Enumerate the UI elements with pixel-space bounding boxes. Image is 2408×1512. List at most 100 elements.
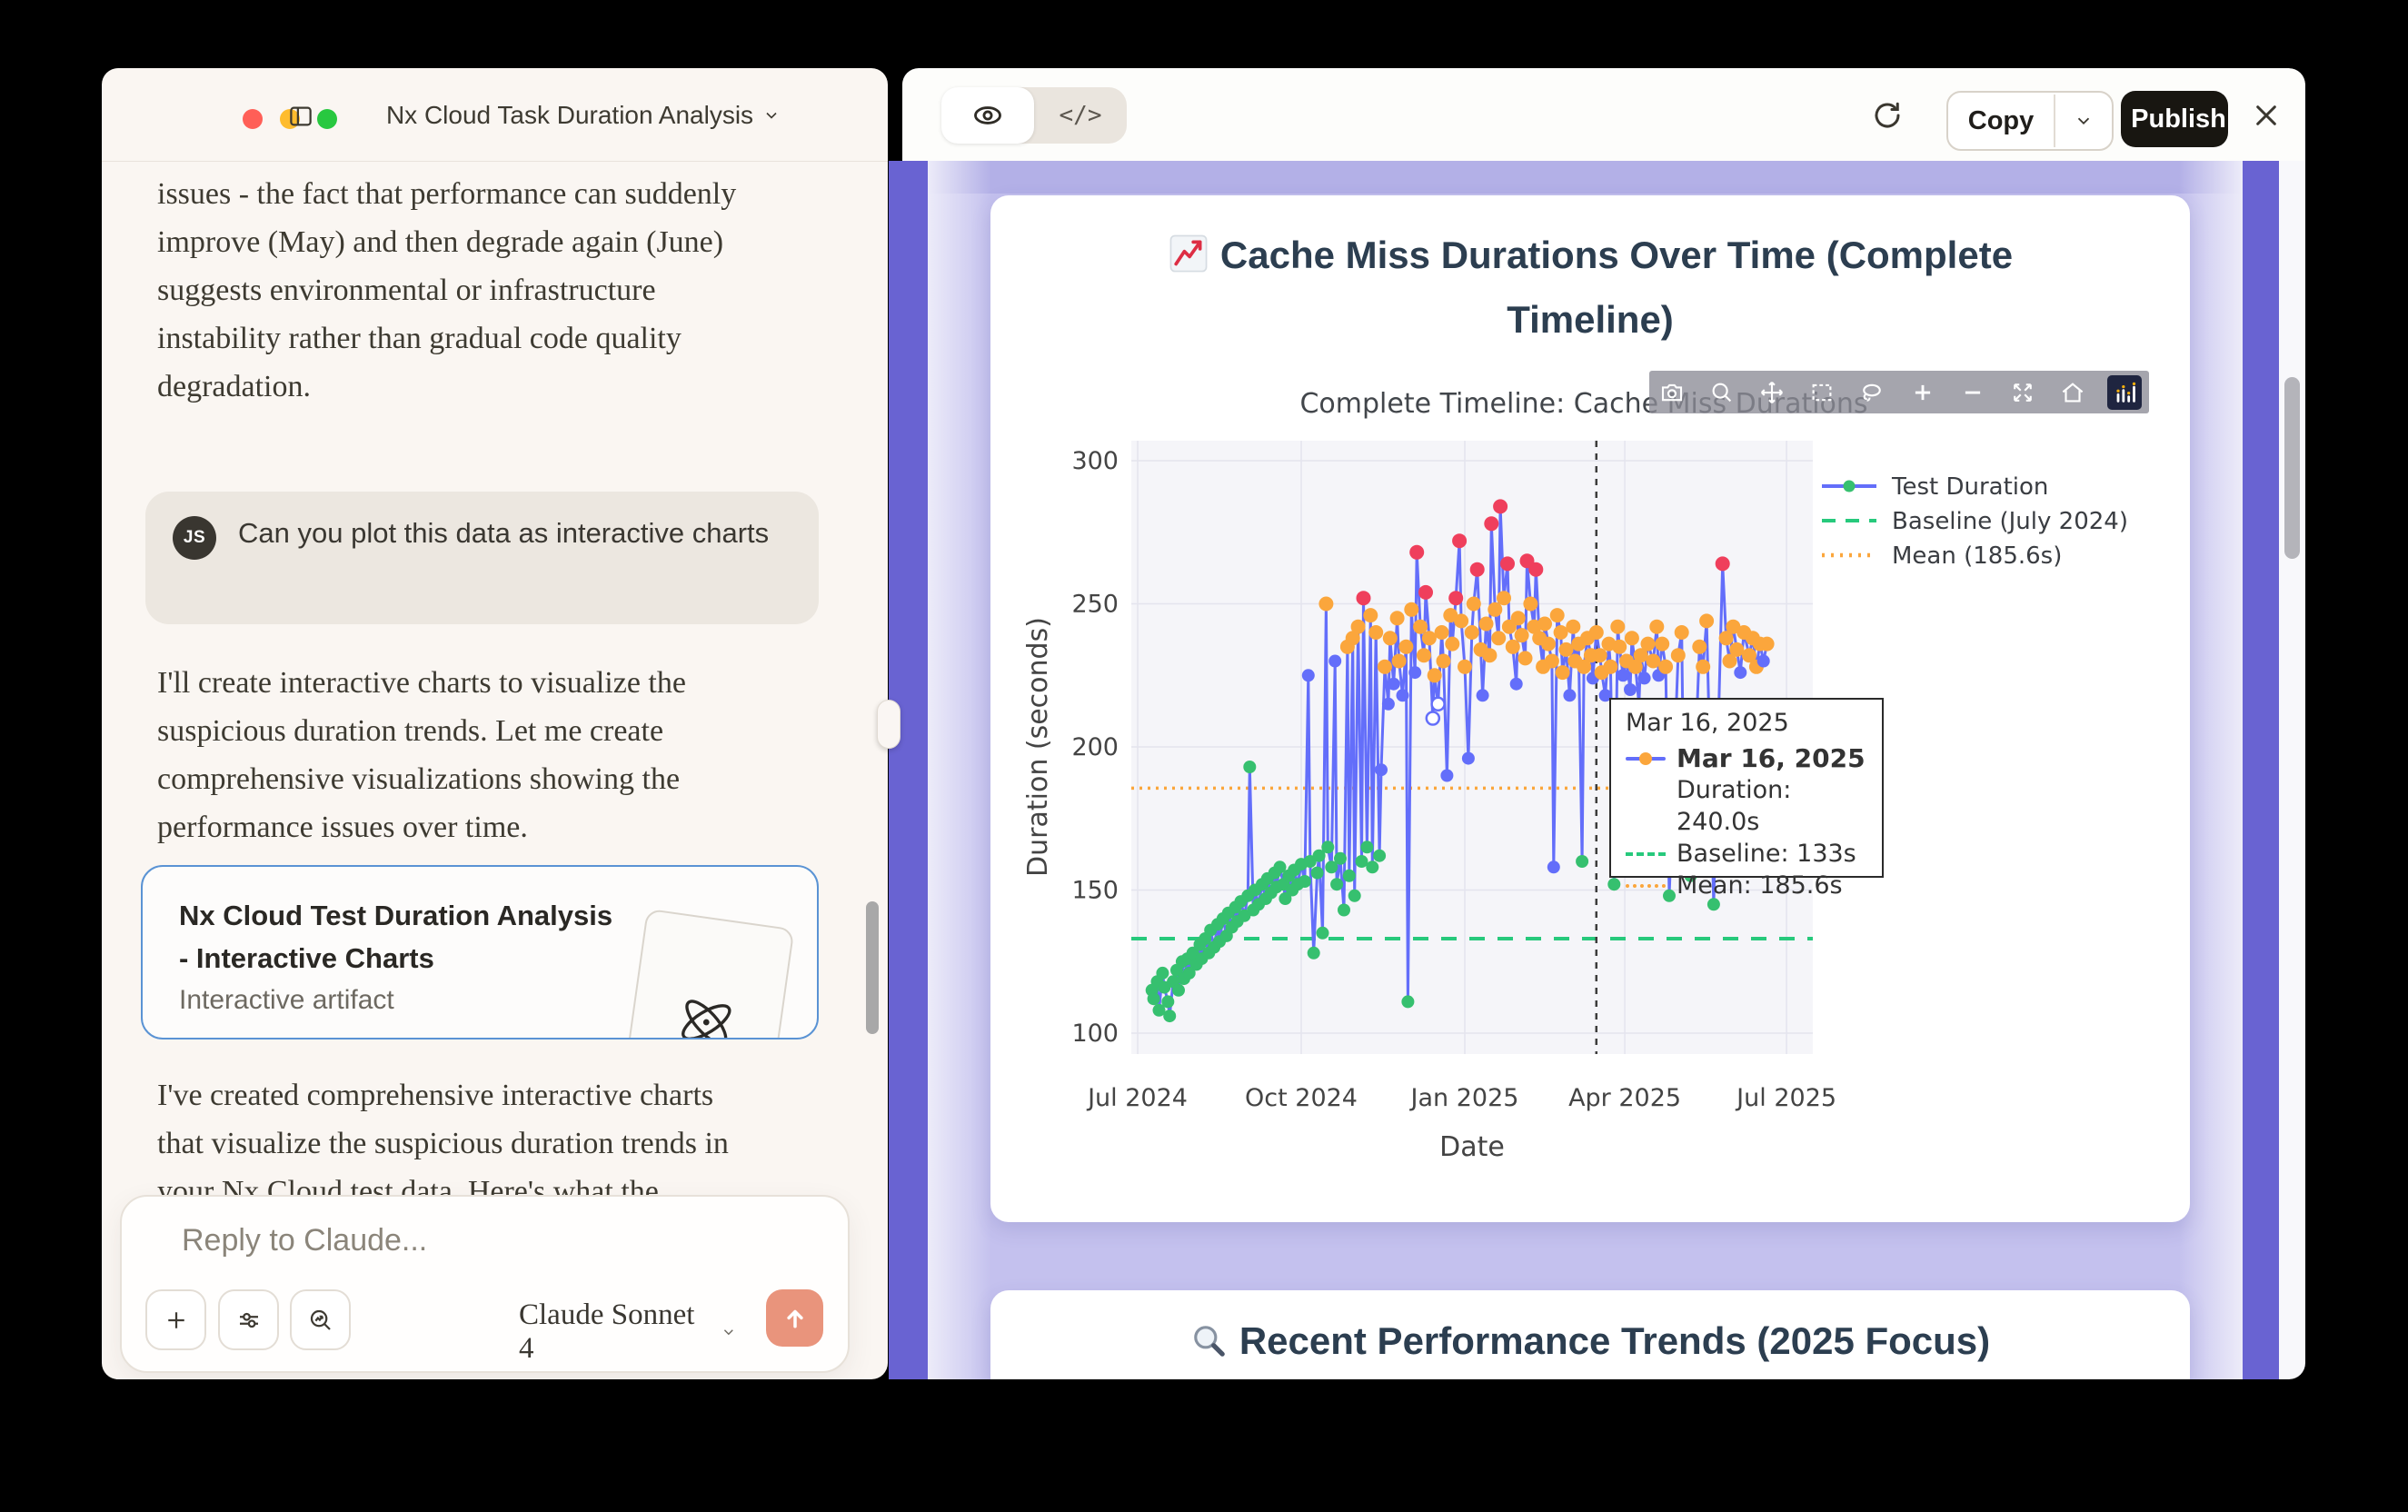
chat-window: Nx Cloud Task Duration Analysis issues -… [102,68,888,1379]
svg-text:150: 150 [1071,877,1119,905]
canvas-light-left [928,161,991,1379]
panel-resize-handle[interactable] [877,700,901,749]
svg-text:200: 200 [1071,733,1119,761]
view-mode-toggle: </> [941,87,1127,144]
zoom-icon[interactable] [1706,377,1737,408]
chart-card-title-text: Cache Miss Durations Over Time (Complete… [1219,234,2014,341]
plus-icon [167,1311,184,1328]
chart-increasing-emoji [1168,233,1209,291]
artifact-preview-card[interactable]: Nx Cloud Test Duration Analysis - Intera… [141,865,819,1040]
artifact-card-subtitle: Interactive artifact [179,985,394,1015]
chart-card-title: Cache Miss Durations Over Time (Complete… [990,226,2190,349]
magnifier-emoji [1190,1318,1229,1377]
atom-icon [669,985,743,1038]
reset-axes-icon[interactable] [2057,377,2088,408]
conversation-title: Nx Cloud Task Duration Analysis [385,101,754,129]
reply-input[interactable] [180,1222,765,1259]
tooltip-date: Mar 16, 2025 [1626,709,1789,737]
tooltip-bold-date: Mar 16, 2025 [1677,743,1866,773]
copy-dropdown-button[interactable] [2055,111,2112,131]
code-toggle-button[interactable]: </> [1034,87,1127,144]
user-message-text: Can you plot this data as interactive ch… [238,517,770,549]
camera-icon[interactable] [1657,377,1687,408]
artifact-panel: </> Copy Publish [888,68,2305,1379]
trends-card-title-text: Recent Performance Trends (2025 Focus) [1239,1319,1991,1362]
zoom-in-icon[interactable] [1907,377,1938,408]
svg-text:Date: Date [1439,1131,1505,1163]
arrow-up-icon [786,1309,803,1328]
send-button[interactable] [766,1289,823,1347]
publish-button[interactable]: Publish [2121,91,2228,147]
svg-text:Jul 2024: Jul 2024 [1086,1084,1188,1112]
chat-scrollbar-thumb[interactable] [866,901,879,1034]
svg-text:250: 250 [1071,591,1119,619]
artifact-thumbnail [617,908,795,1038]
assistant-paragraph: issues - the fact that performance can s… [157,177,737,403]
chevron-down-icon [724,1329,734,1336]
user-avatar: JS [173,516,216,560]
tooltip-baseline-symbol [1626,851,1666,856]
artifact-scrollbar-thumb[interactable] [2284,377,2300,559]
svg-text:Mean (185.6s): Mean (185.6s) [1892,542,2062,570]
research-button[interactable] [290,1289,351,1350]
assistant-paragraph: I'll create interactive charts to visual… [157,666,686,844]
tools-button[interactable] [218,1289,279,1350]
model-name: Claude Sonnet 4 [519,1298,695,1365]
plotly-logo-icon[interactable] [2106,374,2142,410]
box-select-icon[interactable] [1806,377,1837,408]
timeline-plot[interactable]: 100 150 200 250 300 Jul 2024 Oct 2024 Jan 2025 A… [990,195,2190,1222]
svg-text:Test Duration: Test Duration [1891,473,2048,501]
close-traffic-light[interactable] [243,109,263,129]
chat-titlebar: Nx Cloud Task Duration Analysis [102,68,888,162]
refresh-icon [1875,102,1900,128]
conversation-title-dropdown[interactable]: Nx Cloud Task Duration Analysis [329,101,838,130]
svg-text:Jul 2025: Jul 2025 [1735,1084,1836,1112]
tooltip-baseline: Baseline: 133s [1677,840,1856,868]
panel-accent-strip-left [889,161,928,1379]
canvas-top-shade [928,161,2243,194]
attach-button[interactable] [145,1289,206,1350]
artifact-scroll-gutter [2279,161,2305,1379]
refresh-button[interactable] [1867,95,1907,135]
copy-split-button[interactable]: Copy [1946,91,2114,151]
svg-text:Duration (seconds): Duration (seconds) [1022,617,1054,877]
user-message-bubble: JS Can you plot this data as interactive… [145,492,819,624]
zoom-out-icon[interactable] [1957,377,1988,408]
copy-button-divider [2054,94,2055,147]
autoscale-icon[interactable] [2007,377,2038,408]
copy-button-label: Copy [1967,105,2035,135]
close-icon [2256,105,2276,125]
tooltip-mean: Mean: 185.6s [1677,871,1843,900]
chevron-down-icon [766,112,777,119]
reply-composer: Claude Sonnet 4 [120,1195,850,1373]
artifact-toolbar: </> Copy Publish [902,68,2305,161]
tooltip-duration: Duration: 240.0s [1677,776,1792,836]
model-selector[interactable]: Claude Sonnet 4 [519,1298,737,1366]
tooltip-series-symbol [1626,751,1666,765]
chart-card-trends: Recent Performance Trends (2025 Focus) [990,1290,2190,1379]
chart-card-timeline: Cache Miss Durations Over Time (Complete… [990,195,2190,1222]
svg-text:100: 100 [1071,1020,1119,1048]
pan-icon[interactable] [1756,377,1787,408]
tooltip-mean-symbol [1626,883,1666,888]
publish-button-label: Publish [2131,104,2226,134]
code-icon: </> [1059,102,1102,129]
svg-text:300: 300 [1071,447,1119,475]
plotly-modebar [1649,371,2149,413]
chevron-down-icon [2077,117,2090,125]
svg-text:Baseline (July 2024): Baseline (July 2024) [1892,508,2128,535]
search-trend-icon [310,1309,331,1330]
svg-text:Jan 2025: Jan 2025 [1409,1084,1519,1112]
panel-accent-strip-right [2243,161,2279,1379]
sliders-icon [239,1312,258,1328]
preview-toggle-button[interactable] [941,87,1034,144]
svg-text:Apr 2025: Apr 2025 [1568,1084,1681,1112]
maximize-traffic-light[interactable] [317,109,337,129]
lasso-icon[interactable] [1856,377,1887,408]
close-artifact-button[interactable] [2246,95,2286,135]
svg-text:Oct 2024: Oct 2024 [1245,1084,1358,1112]
sidebar-toggle-icon[interactable] [287,103,314,134]
chart-tooltip: Mar 16, 2025 Mar 16, 2025 Duration: 240.… [1609,698,1884,900]
artifact-card-title: Nx Cloud Test Duration Analysis - Intera… [179,900,613,974]
